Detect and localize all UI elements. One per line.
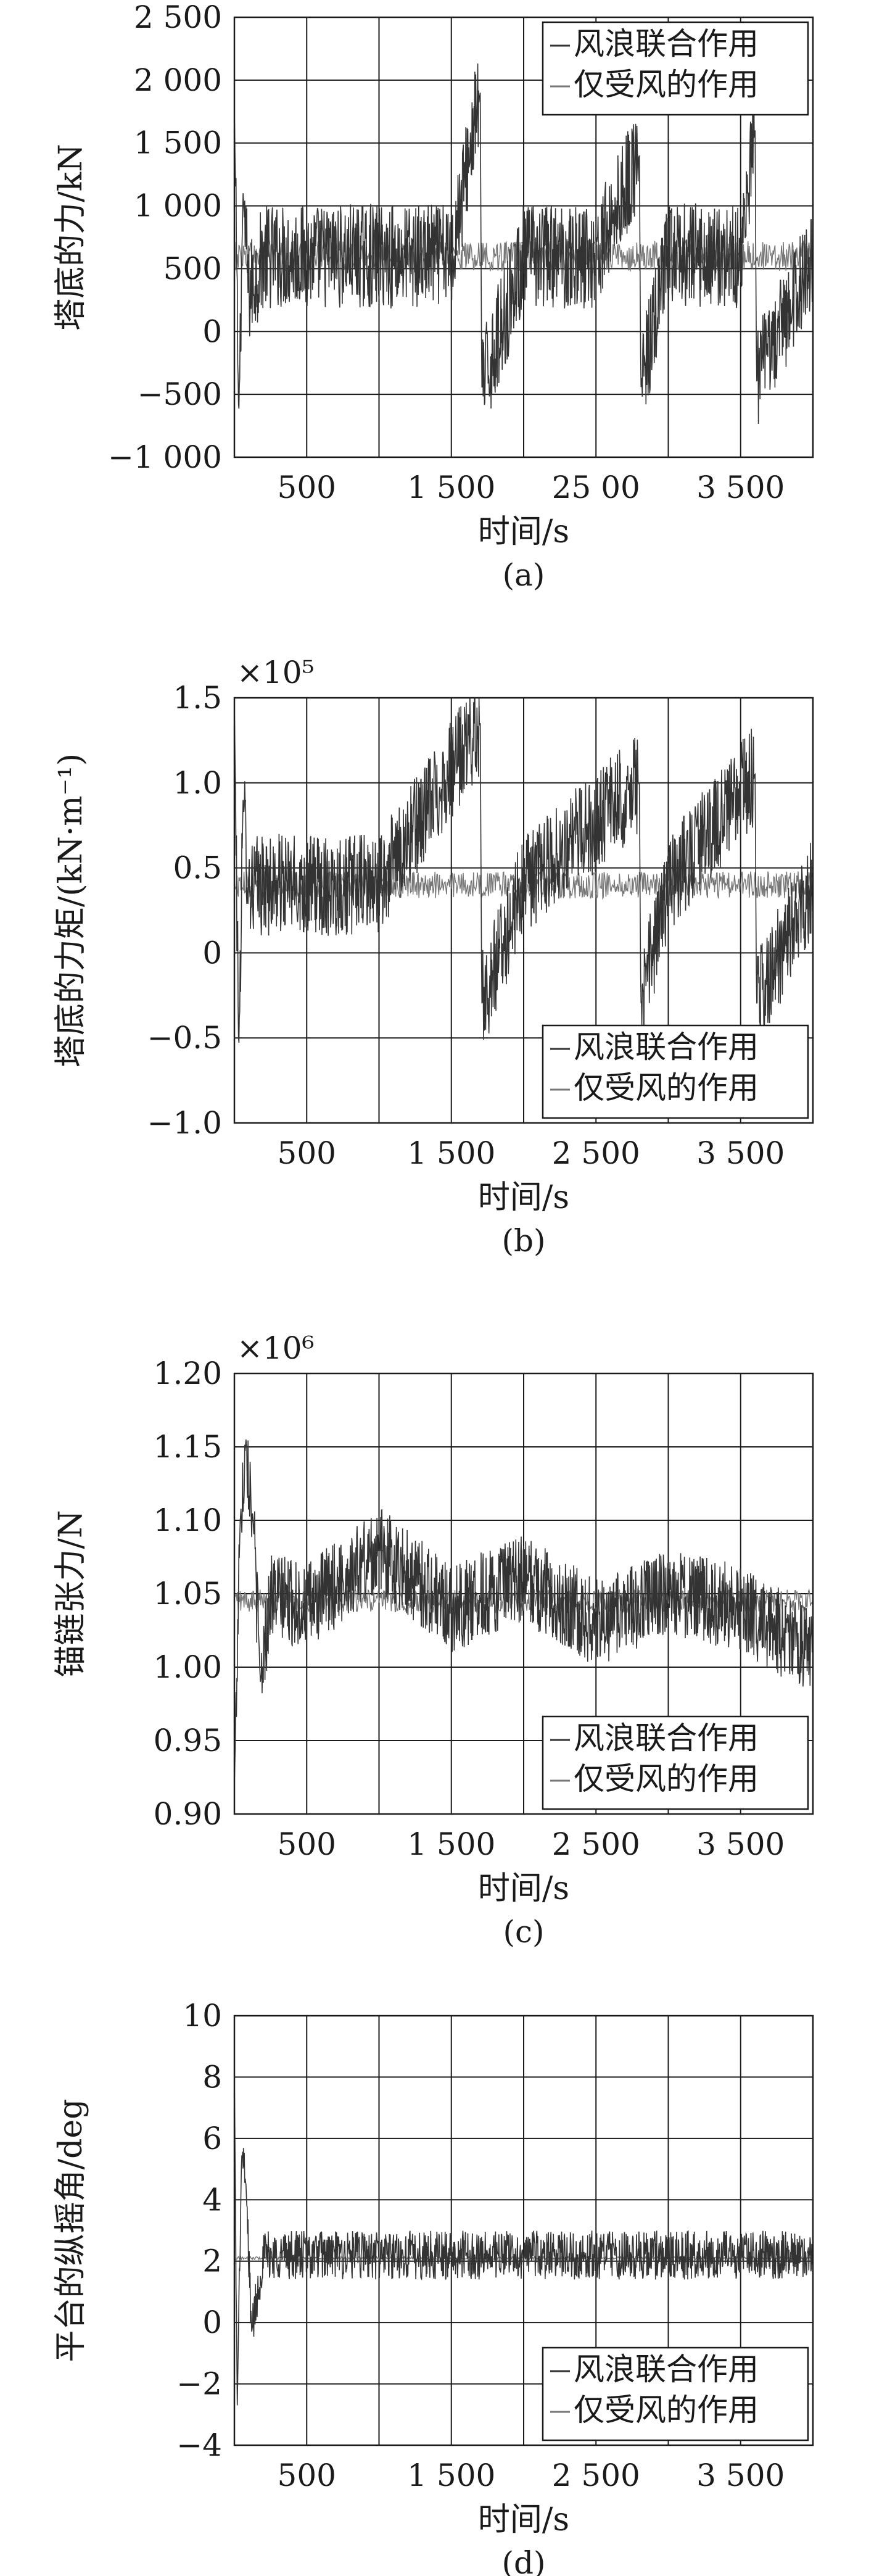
y-tick-label: 1.15 <box>154 1429 222 1465</box>
y-axis-label: 塔底的力矩/(kN·m⁻¹) <box>52 753 89 1067</box>
legend-box <box>542 2346 809 2441</box>
series-line <box>234 2077 814 2406</box>
axis-multiplier: ×10⁵ <box>237 655 315 690</box>
y-tick-label: 1 500 <box>134 125 222 161</box>
legend-entry: 风浪联合作用 <box>574 1720 759 1756</box>
axis-multiplier: ×10⁶ <box>237 1330 315 1366</box>
legend-entry: 风浪联合作用 <box>574 1029 759 1065</box>
chart-panel: 1.5 1.0 0.5 0 −0.5 −1.0 500 1 500 2 500 3 500 ×10⁵… <box>52 655 814 1259</box>
y-tick-label: −1.0 <box>147 1105 222 1141</box>
y-tick-label: 8 <box>202 2059 222 2095</box>
y-tick-label: −500 <box>138 376 222 412</box>
legend-entry: 仅受风的作用 <box>574 67 759 102</box>
y-tick-label: 1.20 <box>154 1356 222 1391</box>
legend-box <box>542 1715 809 1810</box>
x-axis-label: 时间/s <box>478 513 569 550</box>
x-tick-label: 500 <box>278 470 336 505</box>
y-tick-label: 2 <box>202 2243 222 2279</box>
x-tick-label: 3 500 <box>696 1826 785 1862</box>
plot-frame <box>233 697 814 1124</box>
x-axis-label: 时间/s <box>478 1870 569 1907</box>
plot-frame <box>233 2015 814 2446</box>
y-tick-label: 1.05 <box>154 1576 222 1612</box>
x-tick-label: 500 <box>278 2458 336 2493</box>
legend-entry: 仅受风的作用 <box>574 1070 759 1106</box>
legend-box <box>542 1024 809 1119</box>
legend-entry: 风浪联合作用 <box>574 2351 759 2387</box>
y-tick-label: −0.5 <box>147 1020 222 1056</box>
chart-panel: 1.20 1.15 1.10 1.05 1.00 0.95 0.90 500 1 500 2 50… <box>52 1330 814 1950</box>
x-tick-label: 3 500 <box>696 1135 785 1171</box>
y-tick-label: −4 <box>176 2427 222 2463</box>
panel-label: (b) <box>501 1223 545 1259</box>
panel-label: (d) <box>501 2545 545 2576</box>
legend-entry: 仅受风的作用 <box>574 1761 759 1797</box>
y-tick-label: 1 000 <box>134 188 222 224</box>
y-tick-label: 0 <box>202 935 222 971</box>
y-tick-label: 1.0 <box>173 765 222 801</box>
y-tick-label: 0.95 <box>154 1723 222 1758</box>
x-tick-label: 2 500 <box>552 1826 640 1862</box>
x-tick-label: 500 <box>278 1826 336 1862</box>
y-tick-label: 0.90 <box>154 1796 222 1832</box>
panel-label: (c) <box>503 1914 544 1950</box>
x-tick-label: 2 500 <box>552 2458 640 2493</box>
chart-panel: 10 8 6 4 2 0 −2 −4 500 1 500 2 500 3 500 时间/s (d) 平台的纵… <box>52 1998 814 2576</box>
y-axis-label: 锚链张力/N <box>52 1510 89 1677</box>
y-tick-label: 0.5 <box>173 850 222 886</box>
x-tick-label: 25 00 <box>552 470 640 505</box>
legend-box <box>542 21 809 116</box>
y-tick-label: 0 <box>202 2305 222 2340</box>
x-tick-label: 500 <box>278 1135 336 1171</box>
x-tick-label: 3 500 <box>696 470 785 505</box>
legend-entry: 仅受风的作用 <box>574 2392 759 2428</box>
y-tick-label: 6 <box>202 2121 222 2156</box>
y-tick-label: −2 <box>176 2366 222 2402</box>
y-tick-label: 2 500 <box>134 0 222 35</box>
plot-frame <box>233 1372 814 1815</box>
y-tick-label: 0 <box>202 313 222 349</box>
series-line <box>234 697 814 1043</box>
y-tick-label: 10 <box>183 1998 222 2034</box>
panel-label: (a) <box>503 557 545 593</box>
series-line <box>234 1439 814 1785</box>
y-tick-label: 4 <box>202 2182 222 2218</box>
y-tick-label: 500 <box>163 251 222 286</box>
x-tick-label: 3 500 <box>696 2458 785 2493</box>
y-tick-label: 1.5 <box>173 680 222 716</box>
x-tick-label: 1 500 <box>407 470 495 505</box>
y-tick-label: 1.00 <box>154 1649 222 1685</box>
legend-entry: 风浪联合作用 <box>574 26 759 62</box>
y-tick-label: 2 000 <box>134 62 222 98</box>
y-axis-label: 塔底的力/kN <box>52 144 89 331</box>
y-tick-label: 1.10 <box>154 1502 222 1538</box>
x-axis-label: 时间/s <box>478 1179 569 1216</box>
x-tick-label: 2 500 <box>552 1135 640 1171</box>
x-tick-label: 1 500 <box>407 1135 495 1171</box>
chart-panel: 2 500 2 000 1 500 1 000 500 0 −500 −1 000 500 1 5… <box>52 0 814 593</box>
y-tick-label: −1 000 <box>108 439 222 475</box>
x-tick-label: 1 500 <box>407 1826 495 1862</box>
x-axis-label: 时间/s <box>478 2501 569 2538</box>
series-line <box>234 63 814 425</box>
x-tick-label: 1 500 <box>407 2458 495 2493</box>
y-axis-label: 平台的纵摇角/deg <box>52 2099 89 2363</box>
plot-frame <box>233 16 814 458</box>
